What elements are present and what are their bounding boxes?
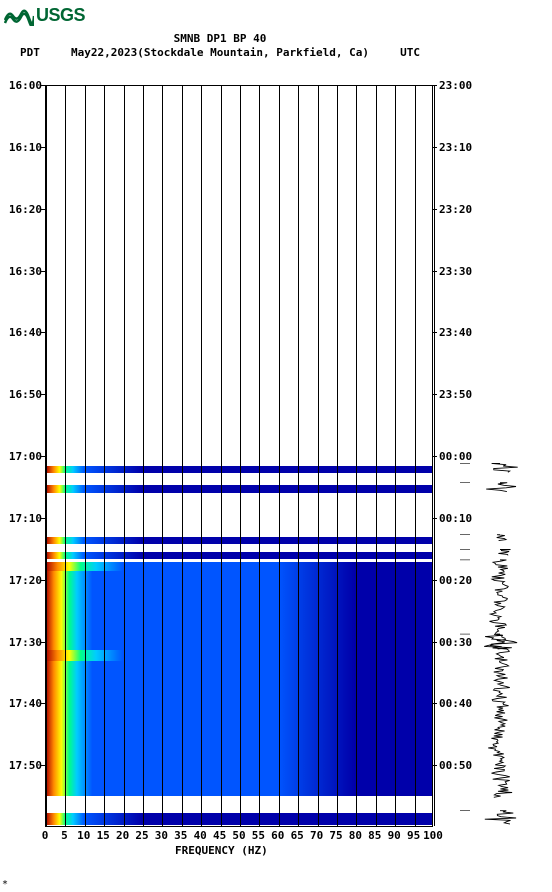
x-tick-label: 25 [135, 829, 148, 842]
grid-line-v-top [201, 86, 202, 826]
chart-header-row: PDT May22,2023(Stockdale Mountain, Parkf… [0, 46, 440, 60]
x-tick-label: 80 [349, 829, 362, 842]
grid-line-v-top [298, 86, 299, 826]
x-tick-label: 55 [252, 829, 265, 842]
header-date: May22,2023 [71, 46, 137, 59]
usgs-logo: USGS [4, 4, 85, 26]
seismo-segment [498, 549, 510, 555]
grid-line-v-top [259, 86, 260, 826]
y-left-tick-label: 17:40 [2, 697, 42, 710]
usgs-logo-text: USGS [36, 5, 85, 26]
seismo-segment [485, 811, 516, 824]
grid-line-v-top [395, 86, 396, 826]
y-left-tick-label: 16:10 [2, 141, 42, 154]
grid-line-v-top [415, 86, 416, 826]
y-left-tick-label: 17:20 [2, 574, 42, 587]
grid-line-v-top [85, 86, 86, 826]
y-left-tick-label: 17:00 [2, 450, 42, 463]
y-left-tick-label: 16:40 [2, 326, 42, 339]
y-left-tick-label: 16:50 [2, 388, 42, 401]
grid-line-v-top [279, 86, 280, 826]
seismo-segment [492, 463, 518, 472]
x-tick-label: 95 [407, 829, 420, 842]
x-tick-label: 20 [116, 829, 129, 842]
x-tick-label: 0 [42, 829, 49, 842]
grid-line-v-top [162, 86, 163, 826]
grid-line-v-top [376, 86, 377, 826]
usgs-wave-icon [4, 4, 34, 26]
y-left-tick-label: 16:20 [2, 203, 42, 216]
x-tick-label: 35 [174, 829, 187, 842]
x-tick-label: 10 [77, 829, 90, 842]
grid-line-v-top [124, 86, 125, 826]
x-tick-label: 65 [291, 829, 304, 842]
seismogram-trace [460, 85, 540, 827]
x-tick-label: 40 [194, 829, 207, 842]
seismo-segment [486, 483, 516, 492]
x-tick-label: 50 [232, 829, 245, 842]
footer-mark: * [2, 879, 8, 890]
grid-line-v-top [337, 86, 338, 826]
grid-line-v-top [434, 86, 435, 826]
x-tick-label: 5 [61, 829, 68, 842]
grid-line-v-top [221, 86, 222, 826]
x-tick-label: 70 [310, 829, 323, 842]
y-left-tick-label: 17:10 [2, 512, 42, 525]
tz-right-label: UTC [400, 46, 420, 60]
seismogram-svg [460, 85, 540, 827]
grid-line-v-top [104, 86, 105, 826]
x-tick-label: 30 [155, 829, 168, 842]
spectrogram-plot [45, 85, 433, 827]
seismo-segment [497, 535, 506, 541]
spectrogram-area [45, 85, 433, 827]
header-location: (Stockdale Mountain, Parkfield, Ca) [137, 46, 369, 59]
seismo-segment [488, 560, 512, 797]
grid-line-v-top [65, 86, 66, 826]
grid-line-v-top [356, 86, 357, 826]
grid-line-v-top [143, 86, 144, 826]
y-left-tick-label: 17:30 [2, 636, 42, 649]
x-tick-label: 15 [97, 829, 110, 842]
grid-line-v-top [318, 86, 319, 826]
x-tick-label: 85 [368, 829, 381, 842]
grid-line-v-top [182, 86, 183, 826]
y-left-tick-label: 16:00 [2, 79, 42, 92]
y-left-tick-label: 16:30 [2, 265, 42, 278]
x-tick-label: 45 [213, 829, 226, 842]
tz-left-label: PDT [20, 46, 40, 60]
y-left-tick-label: 17:50 [2, 759, 42, 772]
x-tick-label: 60 [271, 829, 284, 842]
grid-line-v-top [240, 86, 241, 826]
x-tick-label: 75 [329, 829, 342, 842]
chart-title: SMNB DP1 BP 40 [0, 32, 440, 46]
x-tick-label: 90 [388, 829, 401, 842]
x-axis-label: FREQUENCY (HZ) [175, 844, 268, 857]
x-tick-label: 100 [423, 829, 443, 842]
date-location: May22,2023(Stockdale Mountain, Parkfield… [71, 46, 369, 60]
chart-title-block: SMNB DP1 BP 40 PDT May22,2023(Stockdale … [0, 32, 440, 61]
grid-line-v-top [46, 86, 47, 826]
